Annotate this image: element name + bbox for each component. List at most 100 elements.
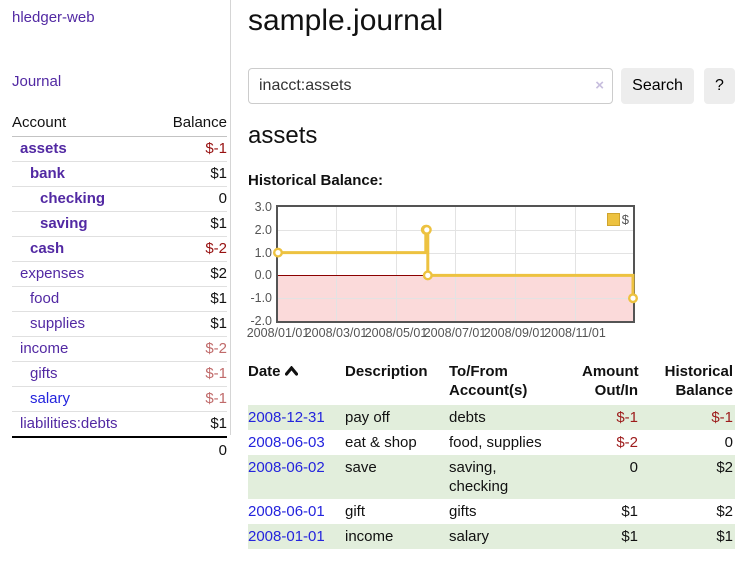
balance-line-series: [273, 224, 639, 304]
account-row: liabilities:debts $1: [12, 411, 227, 437]
sidebar-account-link-saving[interactable]: saving: [40, 215, 88, 232]
register-row: 2008-06-02 save saving, checking 0 $2: [248, 455, 735, 499]
register-balance-cell: $2: [716, 459, 733, 476]
register-balance-cell: $2: [716, 503, 733, 520]
transaction-date-link[interactable]: 2008-12-31: [248, 409, 325, 426]
register-accounts-cell: gifts: [449, 503, 477, 520]
chart-title: Historical Balance:: [248, 172, 384, 189]
gridline: [278, 298, 633, 300]
register-description-cell: save: [345, 459, 377, 476]
register-balance-cell: $1: [716, 528, 733, 545]
account-row: food $1: [12, 286, 227, 312]
help-button[interactable]: ?: [704, 68, 735, 104]
sidebar-account-link-supplies[interactable]: supplies: [30, 315, 86, 332]
gridline: [395, 207, 397, 321]
account-row: saving $1: [12, 211, 227, 237]
sidebar-account-link-bank[interactable]: bank: [30, 165, 66, 182]
search-form: × Search ?: [248, 68, 735, 104]
account-balance: 0: [154, 186, 227, 212]
sidebar-account-link-checking[interactable]: checking: [40, 190, 106, 207]
register-amount-cell: $-1: [616, 409, 638, 426]
register-row: 2008-12-31 pay off debts $-1 $-1: [248, 405, 735, 430]
y-axis-tick-label: 3.0: [254, 200, 272, 214]
description-column-header: Description: [345, 363, 428, 380]
accounts-total-row: 0: [12, 436, 227, 463]
gridline: [455, 207, 456, 321]
sidebar-account-link-assets[interactable]: assets: [20, 140, 67, 157]
register-description-cell: income: [345, 528, 394, 545]
y-axis-tick-label: -1.0: [250, 291, 272, 306]
sidebar-account-link-food[interactable]: food: [30, 290, 60, 307]
account-row: checking 0: [12, 186, 227, 212]
account-row: expenses $2: [12, 261, 227, 287]
sidebar-account-link-expenses[interactable]: expenses: [20, 265, 85, 282]
account-row: gifts $-1: [12, 361, 227, 387]
legend-swatch-icon: [606, 213, 620, 226]
sidebar-account-link-liabilities-debts[interactable]: liabilities:debts: [20, 415, 118, 432]
search-input[interactable]: [248, 68, 613, 104]
accounts-table: Account Balance assets $-1 bank $1 checking 0…: [12, 110, 227, 463]
main-content: sample.journal × Search ? assets Histori…: [247, 0, 735, 582]
accounts-table-body: assets $-1 bank $1 checking 0 saving $1 cash $-2 e…: [12, 137, 227, 437]
y-axis-tick-label: 2.0: [254, 222, 272, 237]
account-balance: $1: [154, 286, 227, 312]
transaction-date-link[interactable]: 2008-06-03: [248, 434, 325, 451]
account-balance: $-1: [154, 386, 227, 412]
register-balance-cell: $-1: [711, 409, 733, 426]
register-date-cell: 2008-06-02: [248, 455, 345, 499]
data-point-marker: [421, 224, 432, 235]
account-row: supplies $1: [12, 311, 227, 337]
register-table-body: 2008-12-31 pay off debts $-1 $-1 2008-06-03 ea…: [248, 405, 735, 549]
sidebar-account-link-income[interactable]: income: [20, 340, 69, 357]
account-balance: $-1: [154, 361, 227, 387]
transaction-date-link[interactable]: 2008-06-02: [248, 459, 325, 476]
chart-legend: $: [606, 212, 629, 227]
sort-ascending-icon: [284, 362, 298, 381]
sidebar-account-link-salary[interactable]: salary: [30, 390, 71, 407]
gridline: [336, 207, 338, 321]
account-balance: $1: [154, 161, 227, 187]
amount-column-header: Amount Out/In: [582, 363, 639, 399]
page-title: sample.journal: [248, 4, 444, 37]
register-row: 2008-06-01 gift gifts $1 $2: [248, 499, 735, 524]
register-amount-cell: 0: [629, 459, 638, 476]
accounts-table-header: Account Balance: [12, 110, 227, 137]
y-axis-tick-label: -2.0: [250, 314, 272, 328]
register-table: Date Description To/From Account(s) Amou…: [248, 360, 735, 549]
search-button[interactable]: Search: [621, 68, 694, 104]
account-balance: $2: [154, 261, 227, 287]
data-point-marker: [273, 247, 283, 258]
sidebar-item-journal[interactable]: Journal: [12, 73, 62, 90]
gridline: [574, 207, 576, 321]
account-balance: $-1: [205, 140, 227, 157]
register-date-cell: 2008-12-31: [248, 405, 345, 430]
transaction-date-link[interactable]: 2008-01-01: [248, 528, 325, 545]
x-axis-tick-label: 2008/03/01: [304, 326, 368, 340]
gridline: [515, 207, 517, 321]
balance-column-header: Balance: [154, 110, 227, 137]
register-header-row: Date Description To/From Account(s) Amou…: [248, 360, 735, 405]
register-description-cell: eat & shop: [345, 434, 417, 451]
register-row: 2008-06-03 eat & shop food, supplies $-2 0: [248, 430, 735, 455]
account-balance: $1: [154, 411, 227, 437]
chart-plot-area: $: [273, 205, 639, 323]
x-axis-tick-label: 2008/09/01: [483, 326, 547, 340]
account-row: bank $1: [12, 161, 227, 187]
balance-column-header-main: Historical Balance: [664, 363, 733, 399]
register-accounts-cell: debts: [449, 409, 486, 426]
accounts-column-header: To/From Account(s): [449, 363, 528, 399]
y-axis-tick-label: 0.0: [254, 268, 272, 283]
date-column-header[interactable]: Date: [248, 360, 345, 405]
account-row: income $-2: [12, 336, 227, 362]
sidebar-account-link-gifts[interactable]: gifts: [30, 365, 58, 382]
legend-label: $: [621, 212, 629, 227]
app-title-link[interactable]: hledger-web: [12, 9, 95, 26]
account-row: salary $-1: [12, 386, 227, 412]
clear-search-icon[interactable]: ×: [595, 77, 604, 94]
gridline: [278, 252, 633, 254]
sidebar-account-link-cash[interactable]: cash: [30, 240, 65, 257]
x-axis-tick-label: 2008/05/01: [364, 326, 428, 340]
transaction-date-link[interactable]: 2008-06-01: [248, 503, 325, 520]
register-accounts-cell: saving, checking: [449, 459, 509, 495]
account-row: assets $-1: [12, 137, 227, 162]
